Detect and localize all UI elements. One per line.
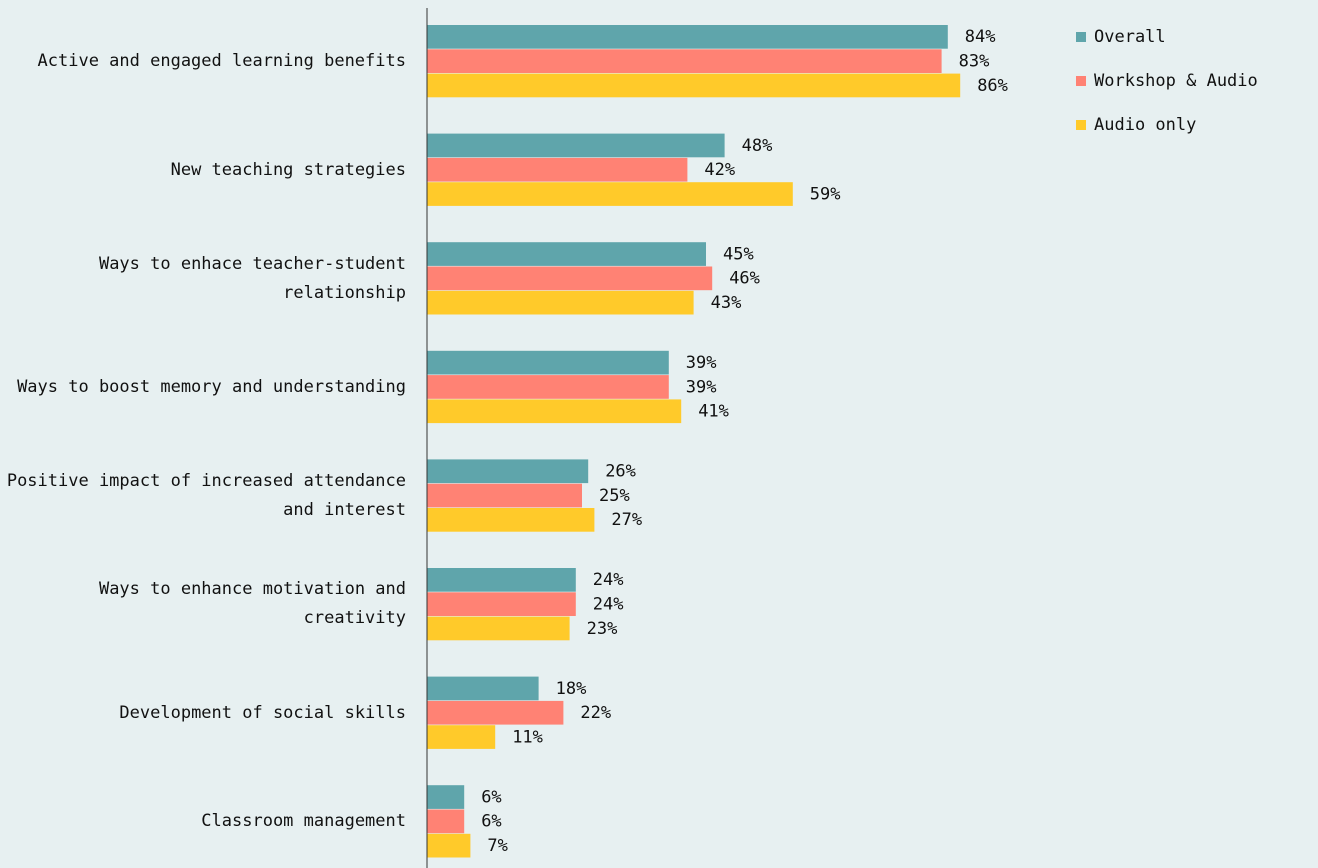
bar (427, 182, 793, 206)
value-label: 43% (711, 293, 742, 313)
bar (427, 833, 471, 858)
value-label: 6% (481, 812, 501, 832)
legend-swatch (1076, 120, 1086, 130)
bar (427, 785, 465, 809)
value-label: 84% (965, 27, 996, 47)
bar (427, 73, 961, 98)
bar (427, 483, 582, 508)
category-label: Ways to enhace teacher-student relations… (98, 253, 406, 303)
bar (427, 242, 706, 266)
value-label: 26% (605, 462, 636, 482)
bar (427, 266, 713, 291)
value-label: 45% (723, 244, 754, 264)
value-label: 27% (611, 510, 642, 530)
value-label: 86% (977, 76, 1008, 96)
bar (427, 133, 725, 158)
bar (427, 508, 595, 532)
value-label: 41% (698, 402, 729, 422)
value-label: 23% (587, 619, 618, 639)
legend-label: Overall (1094, 27, 1166, 47)
value-label: 24% (593, 570, 624, 590)
value-label: 6% (481, 787, 501, 807)
bar (427, 700, 564, 725)
value-label: 25% (599, 486, 630, 506)
category-label: Ways to boost memory and understanding (17, 376, 406, 397)
bar (427, 725, 496, 749)
category-label: Positive impact of increased attendance … (6, 470, 406, 520)
value-label: 83% (959, 51, 990, 71)
bar (427, 399, 682, 424)
legend-swatch (1076, 32, 1086, 42)
bar (427, 157, 688, 182)
value-label: 59% (810, 184, 841, 204)
category-label: Classroom management (201, 811, 406, 832)
category-label: Ways to enhance motivation and creativit… (98, 579, 406, 629)
bar (427, 592, 576, 616)
bar (427, 25, 948, 49)
bar (427, 459, 589, 484)
value-label: 7% (487, 836, 507, 856)
value-label: 18% (556, 679, 587, 699)
value-label: 48% (742, 136, 773, 156)
category-label: Active and engaged learning benefits (37, 50, 406, 71)
legend-label: Workshop & Audio (1094, 71, 1258, 91)
bar (427, 676, 539, 701)
bar (427, 290, 694, 315)
value-label: 42% (704, 160, 735, 180)
value-label: 46% (729, 269, 760, 289)
value-label: 39% (686, 377, 717, 397)
bar (427, 375, 669, 399)
bar (427, 350, 669, 375)
bar (427, 809, 465, 834)
category-label: New teaching strategies (170, 159, 406, 180)
bar (427, 49, 942, 73)
value-label: 39% (686, 353, 717, 373)
legend-swatch (1076, 76, 1086, 86)
bar (427, 616, 570, 641)
bar (427, 568, 576, 592)
legend-label: Audio only (1094, 115, 1196, 135)
value-label: 11% (512, 727, 543, 747)
value-label: 22% (580, 703, 611, 723)
value-label: 24% (593, 594, 624, 614)
category-label: Development of social skills (119, 702, 406, 723)
